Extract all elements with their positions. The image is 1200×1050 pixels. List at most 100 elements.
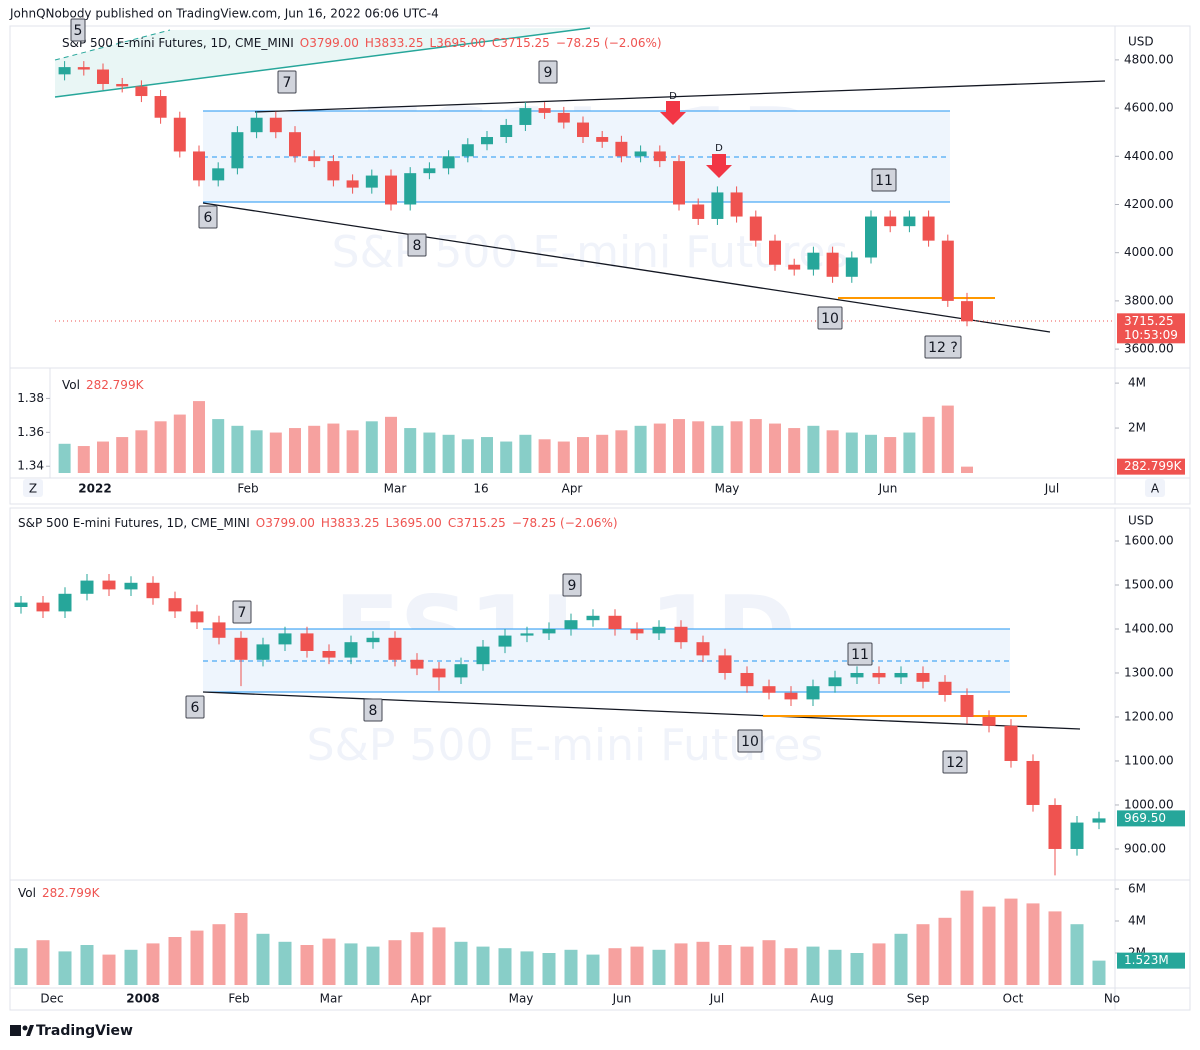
candle-body bbox=[308, 156, 321, 162]
volume-bar bbox=[116, 437, 129, 473]
annotation-label: D bbox=[669, 91, 677, 102]
volume-bar bbox=[212, 419, 225, 473]
volume-bar bbox=[941, 405, 954, 473]
y-tick-label: 1500.00 bbox=[1124, 577, 1174, 591]
volume-bar bbox=[596, 434, 609, 473]
candle-body bbox=[366, 637, 380, 643]
candle-body bbox=[58, 67, 71, 75]
candle-body bbox=[300, 633, 314, 651]
candle-body bbox=[922, 216, 935, 241]
candle-body bbox=[538, 108, 551, 113]
candle-body bbox=[388, 637, 402, 660]
volume-bar bbox=[404, 428, 417, 473]
volume-bar bbox=[652, 949, 666, 985]
candle-body bbox=[454, 664, 468, 678]
volume-bar bbox=[740, 946, 754, 985]
candle-body bbox=[740, 672, 754, 687]
candle-body bbox=[564, 620, 578, 629]
y-tick-label: 900.00 bbox=[1124, 841, 1166, 855]
candle-body bbox=[193, 151, 205, 181]
last-price-tag bbox=[1117, 810, 1185, 827]
watermark: S&P 500 E-mini Futures bbox=[307, 720, 824, 771]
candle-body bbox=[608, 615, 622, 629]
candle-body bbox=[653, 151, 666, 162]
volume-bar bbox=[564, 949, 578, 985]
volume-bar bbox=[322, 938, 336, 985]
x-tick-label: Oct bbox=[1003, 992, 1024, 1006]
ohlc-value: H3833.25 bbox=[365, 36, 424, 50]
candle-body bbox=[410, 659, 424, 669]
volume-bar bbox=[922, 416, 935, 473]
candle-body bbox=[828, 677, 842, 687]
y-tick-label: 1300.00 bbox=[1124, 665, 1174, 679]
candle-body bbox=[826, 252, 839, 277]
volume-bar bbox=[806, 946, 820, 985]
volume-tick-label: 4M bbox=[1128, 914, 1146, 928]
volume-bar bbox=[903, 432, 916, 473]
annotation-label: 9 bbox=[568, 578, 577, 594]
annotation-box bbox=[817, 306, 843, 330]
volume-bar bbox=[154, 421, 167, 473]
auto-button-label[interactable]: A bbox=[1151, 482, 1160, 496]
x-tick-label: Apr bbox=[562, 482, 583, 496]
volume-bar bbox=[278, 941, 292, 985]
bottom-frame bbox=[9, 507, 1191, 1011]
y-tick-label: 1600.00 bbox=[1124, 533, 1174, 547]
volume-bar bbox=[231, 425, 244, 473]
annotation-box bbox=[847, 642, 873, 666]
volume-bar bbox=[14, 948, 28, 985]
candle-body bbox=[344, 642, 358, 658]
volume-bar bbox=[308, 425, 321, 473]
x-tick-label: Feb bbox=[237, 482, 258, 496]
candle-body bbox=[404, 173, 417, 205]
annotation-box bbox=[198, 205, 218, 229]
volume-bar bbox=[696, 941, 710, 985]
candle-body bbox=[961, 301, 973, 322]
candle-body bbox=[461, 144, 474, 157]
volume-bar bbox=[388, 940, 402, 985]
candle-body bbox=[231, 132, 244, 169]
candle-body bbox=[97, 69, 109, 84]
volume-name: Vol bbox=[18, 886, 36, 900]
candle-body bbox=[135, 86, 148, 97]
candle-body bbox=[173, 117, 186, 152]
volume-tag bbox=[1117, 952, 1185, 969]
candle-body bbox=[498, 635, 512, 647]
candle-body bbox=[476, 646, 490, 665]
zoom-button[interactable] bbox=[23, 479, 43, 497]
volume-bar bbox=[718, 945, 732, 985]
y-tick-label: 1200.00 bbox=[1124, 709, 1174, 723]
left-tick-label: 1.38 bbox=[17, 391, 44, 405]
annotation-label: D bbox=[715, 143, 723, 154]
y-tick-label: 1100.00 bbox=[1124, 753, 1174, 767]
footer-brand: TradingView bbox=[36, 1023, 133, 1039]
volume-bar bbox=[250, 430, 263, 473]
candle-body bbox=[269, 117, 282, 133]
annotation-box bbox=[562, 573, 582, 597]
volume-bar bbox=[769, 423, 781, 473]
zoom-button-label[interactable]: Z bbox=[29, 482, 37, 496]
annotation-label: 11 bbox=[875, 173, 893, 189]
annotation-label: 7 bbox=[283, 75, 292, 91]
annotation-box bbox=[737, 729, 763, 753]
candle-body bbox=[500, 124, 513, 138]
candle-body bbox=[432, 668, 446, 678]
signal-arrow bbox=[660, 101, 686, 125]
candle-body bbox=[154, 96, 167, 118]
volume-bar bbox=[124, 949, 138, 985]
candle-body bbox=[692, 204, 705, 219]
candle-body bbox=[845, 257, 858, 277]
auto-button[interactable] bbox=[1145, 479, 1165, 497]
volume-bar bbox=[961, 466, 973, 473]
plots: S&P 500 E-mini Futures, 1D, CME_MINI O379… bbox=[14, 18, 1185, 1006]
candle-body bbox=[586, 615, 600, 621]
volume-value: 282.799K bbox=[42, 886, 101, 900]
volume-bar bbox=[692, 421, 705, 473]
annotation-label: 5 bbox=[74, 23, 83, 39]
x-tick-label: 2022 bbox=[78, 482, 111, 496]
x-tick-label: May bbox=[509, 992, 534, 1006]
volume-bar bbox=[884, 437, 897, 473]
candle-body bbox=[634, 151, 647, 157]
candle-body bbox=[674, 626, 688, 643]
chart-legend: S&P 500 E-mini Futures, 1D, CME_MINI O379… bbox=[62, 36, 662, 50]
